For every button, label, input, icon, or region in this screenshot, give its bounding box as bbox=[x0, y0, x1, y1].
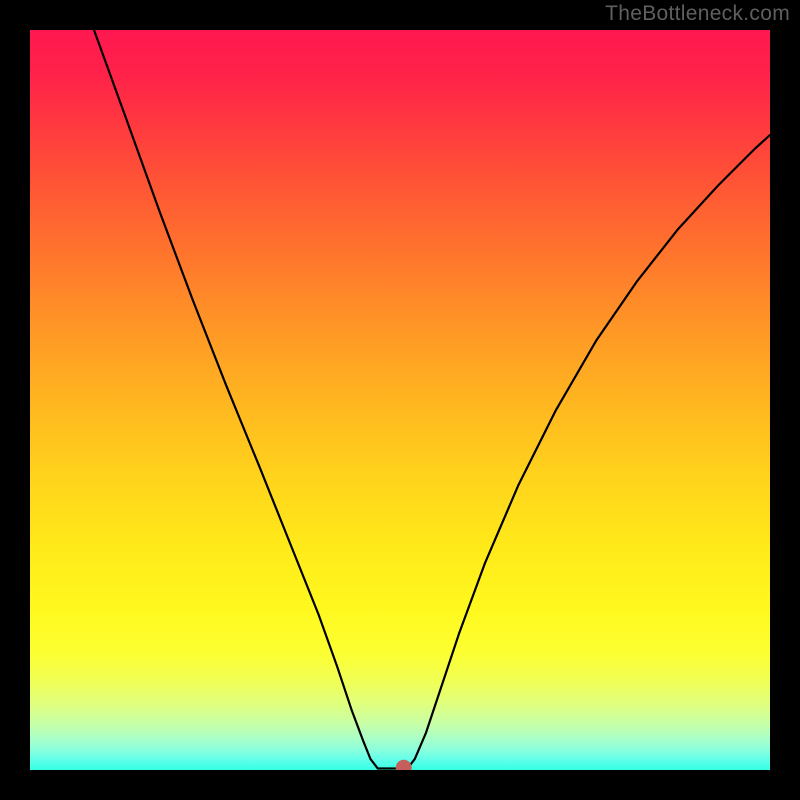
chart-container: TheBottleneck.com bbox=[0, 0, 800, 800]
minimum-marker bbox=[396, 760, 412, 770]
bottleneck-curve bbox=[94, 30, 770, 769]
watermark-text: TheBottleneck.com bbox=[605, 2, 790, 26]
plot-area bbox=[30, 30, 770, 770]
curve-layer bbox=[30, 30, 770, 770]
